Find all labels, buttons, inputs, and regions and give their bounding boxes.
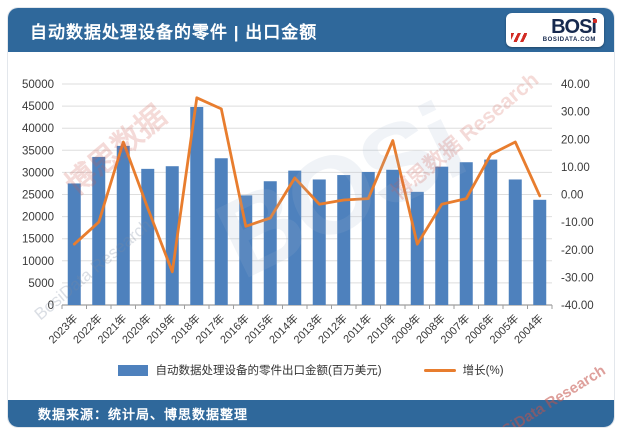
svg-text:45000: 45000 xyxy=(22,101,54,113)
svg-text:10000: 10000 xyxy=(22,256,54,268)
logo-domain: BOSIDATA.COM xyxy=(542,36,596,43)
chart-area: 0 5000 10000 15000 20000 25000 30000 35000 40000… xyxy=(8,52,614,380)
legend-bar-label: 自动数据处理设备的零件出口金额(百万美元) xyxy=(155,365,382,377)
svg-text:15000: 15000 xyxy=(22,234,54,246)
right-axis-labels: 40.00 30.00 20.00 10.00 0.00 -10.00 -20.00 -30.… xyxy=(561,79,594,312)
svg-text:30.00: 30.00 xyxy=(561,107,590,119)
svg-text:40.00: 40.00 xyxy=(561,79,590,91)
logo-text: BOSi xyxy=(551,15,597,38)
svg-text:20.00: 20.00 xyxy=(561,134,590,146)
header: 自动数据处理设备的零件 | 出口金额 BOSi BOSIDATA.COM xyxy=(8,8,614,52)
growth-line xyxy=(72,96,542,274)
left-axis-labels: 0 5000 10000 15000 20000 25000 30000 35000 40000… xyxy=(22,79,54,312)
x-axis xyxy=(61,304,553,309)
data-source: 数据来源：统计局、博思数据整理 xyxy=(38,407,249,422)
svg-text:-10.00: -10.00 xyxy=(561,217,594,229)
svg-text:20000: 20000 xyxy=(22,212,54,224)
legend-bar-swatch xyxy=(118,364,149,376)
svg-text:40000: 40000 xyxy=(22,123,54,135)
svg-text:0: 0 xyxy=(48,300,54,312)
x-axis-labels: 2023年2022年2021年2020年2019年2018年2017年2016年… xyxy=(45,311,545,346)
svg-text:0.00: 0.00 xyxy=(561,190,583,202)
svg-text:50000: 50000 xyxy=(22,79,54,91)
svg-text:-40.00: -40.00 xyxy=(561,300,594,312)
logo-wordmark: BOSi xyxy=(551,15,597,38)
chart-card: 自动数据处理设备的零件 | 出口金额 BOSi BOSIDATA.COM 0 50… xyxy=(8,8,614,427)
svg-text:-20.00: -20.00 xyxy=(561,245,594,257)
svg-text:25000: 25000 xyxy=(22,190,54,202)
svg-text:5000: 5000 xyxy=(28,278,54,290)
chart-svg: 0 5000 10000 15000 20000 25000 30000 35000 40000… xyxy=(22,79,594,346)
footer: 数据来源：统计局、博思数据整理 xyxy=(8,400,614,427)
legend-line-label: 增长(%) xyxy=(462,365,504,377)
svg-text:-30.00: -30.00 xyxy=(561,272,594,284)
page-title: 自动数据处理设备的零件 | 出口金额 xyxy=(30,22,318,42)
legend: 自动数据处理设备的零件出口金额(百万美元) 增长(%) xyxy=(8,360,614,380)
svg-text:10.00: 10.00 xyxy=(561,162,590,174)
legend-line-swatch xyxy=(423,368,456,372)
svg-text:35000: 35000 xyxy=(22,145,54,157)
logo-red-dot-icon xyxy=(593,18,597,23)
bars-series xyxy=(67,106,547,305)
logo-stripes-icon xyxy=(511,33,527,42)
gridlines xyxy=(62,83,552,284)
svg-text:30000: 30000 xyxy=(22,167,54,179)
bosi-logo: BOSi BOSIDATA.COM xyxy=(506,13,604,47)
